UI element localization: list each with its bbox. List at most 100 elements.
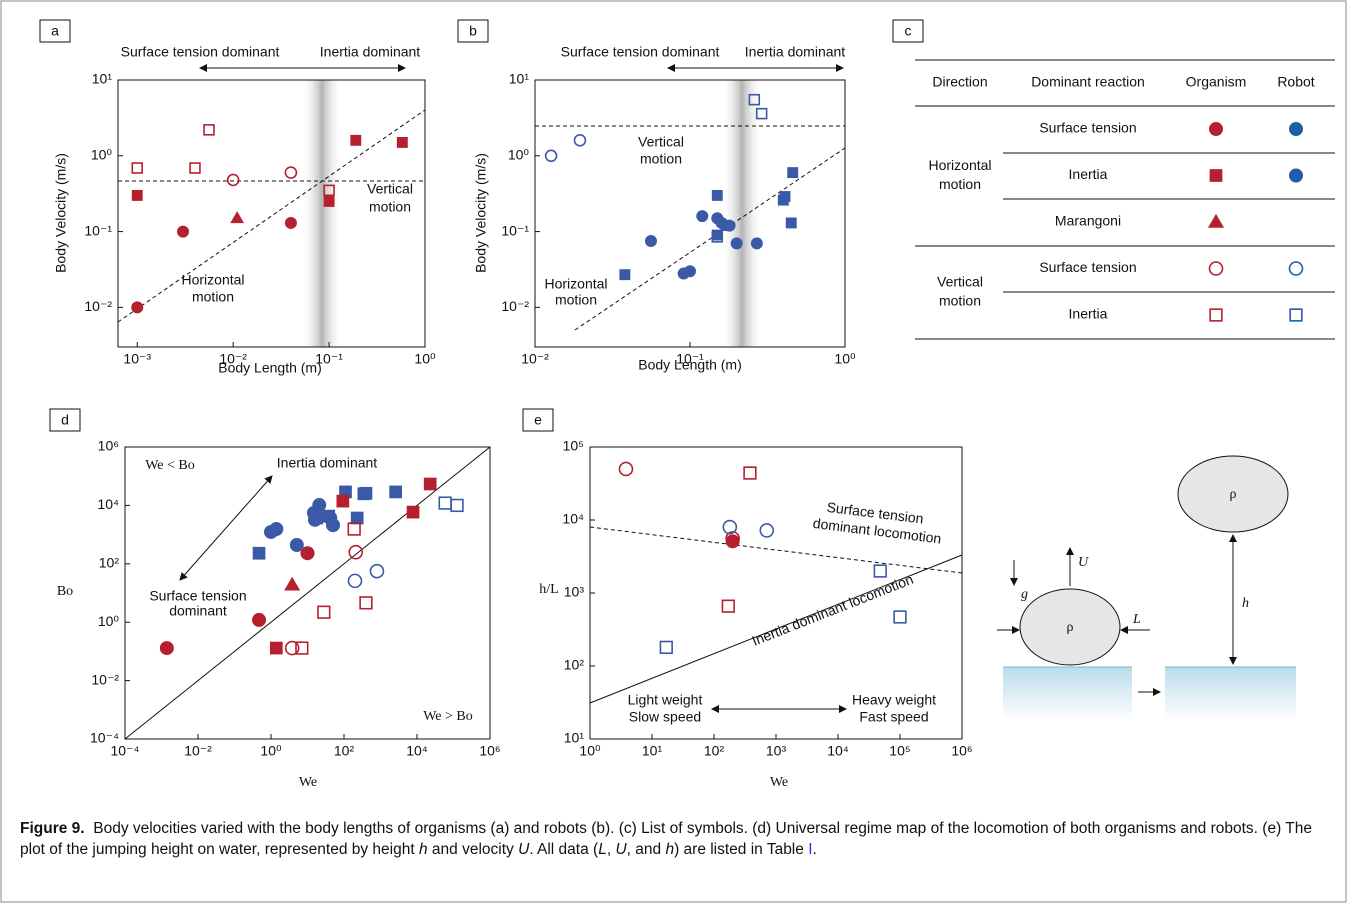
marker (252, 612, 267, 627)
caption-text: U (518, 841, 530, 858)
y-tick-label: 10³ (564, 584, 585, 600)
marker (779, 191, 791, 202)
marker (322, 509, 336, 523)
caption-text: U (615, 841, 627, 858)
annotation: Fast speed (859, 709, 928, 725)
x-tick-label: 10⁵ (889, 743, 910, 759)
annotation: motion (640, 151, 682, 167)
diagram-label: ρ (1230, 487, 1237, 502)
marker (159, 641, 174, 656)
marker (893, 610, 907, 624)
caption-text: h (418, 841, 428, 858)
marker (730, 237, 743, 250)
marker (759, 523, 775, 538)
y-tick-label: 10⁻² (84, 298, 112, 314)
x-tick-label: 10⁶ (479, 743, 500, 759)
x-tick-label: 10⁻¹ (676, 351, 704, 367)
table-cell: Surface tension (1039, 259, 1136, 275)
panel-label: e (534, 412, 542, 428)
table-symbol (1208, 261, 1224, 276)
body (1177, 455, 1289, 533)
marker (721, 599, 735, 613)
caption: Figure 9. Body velocities varied with th… (20, 818, 1325, 860)
table-header: Dominant reaction (1031, 74, 1145, 90)
panel-label-box (457, 19, 489, 43)
marker (284, 576, 301, 591)
marker (873, 564, 887, 578)
y-tick-label: 10⁴ (562, 511, 584, 527)
x-tick-label: 10⁰ (414, 351, 436, 367)
transition-band (302, 80, 342, 347)
panel-label-box (892, 19, 924, 43)
marker (644, 235, 657, 248)
annotation: Light weight (628, 692, 703, 708)
marker (177, 225, 190, 238)
marker (573, 134, 587, 147)
panel-label: c (905, 23, 912, 39)
table-header: Robot (1277, 74, 1314, 90)
y-tick-label: 10⁻² (501, 298, 529, 314)
caption-text: . All data ( (529, 841, 599, 858)
marker (423, 477, 437, 491)
caption-label: Figure 9. (20, 820, 85, 837)
water (1165, 667, 1296, 720)
y-tick-label: 10⁶ (98, 438, 119, 454)
x-tick-label: 10¹ (642, 743, 663, 759)
y-axis-label: Bo (57, 584, 73, 599)
annotation: Inertia dominant (277, 455, 378, 471)
table-header: Direction (932, 74, 987, 90)
table-symbol (1288, 261, 1304, 276)
marker (252, 546, 266, 560)
table-symbol (1289, 308, 1303, 322)
x-axis-label: We (770, 775, 788, 790)
marker (389, 485, 402, 499)
marker (544, 149, 558, 163)
y-tick-label: 10⁻¹ (84, 222, 112, 238)
marker (310, 511, 324, 525)
marker (189, 162, 201, 174)
water (1003, 667, 1132, 720)
caption-text: . (812, 841, 817, 858)
diagram-label: g (1021, 587, 1028, 602)
table-cell: Inertia (1069, 166, 1108, 182)
marker (131, 162, 143, 174)
marker (696, 210, 709, 223)
annotation: motion (369, 199, 411, 215)
marker (359, 596, 373, 610)
table-link[interactable]: I (808, 841, 813, 858)
guide-line (117, 109, 426, 323)
annotation: Inertia dominant (745, 44, 846, 60)
annotation: Heavy weight (852, 692, 936, 708)
panel-label: d (61, 412, 69, 428)
marker (722, 519, 738, 535)
table-symbol (1289, 122, 1303, 136)
table-symbol (1209, 122, 1223, 136)
annotation: dominant (169, 603, 227, 619)
y-tick-label: 10¹ (564, 730, 585, 746)
table-cell: Surface tension (1039, 120, 1136, 136)
x-tick-label: 10⁻³ (123, 351, 151, 367)
x-tick-label: 10⁻² (184, 743, 212, 759)
x-tick-label: 10² (704, 743, 725, 759)
annotation: Surface tension dominant (121, 44, 280, 60)
marker (711, 231, 724, 243)
y-tick-label: 10⁻² (91, 671, 119, 687)
caption-text: and velocity (427, 841, 519, 858)
panel-label-box (39, 19, 71, 43)
marker (226, 173, 240, 187)
y-tick-label: 10⁴ (97, 496, 119, 512)
table-cell: Inertia (1069, 306, 1108, 322)
table-cell: motion (939, 292, 981, 308)
marker (284, 216, 297, 229)
marker (284, 166, 298, 179)
x-tick-label: 10⁻⁴ (111, 743, 140, 759)
marker (350, 511, 364, 525)
guide-line (124, 446, 491, 740)
panel-label: b (469, 23, 477, 39)
x-axis-label: Body Length (m) (218, 360, 322, 376)
marker (369, 563, 385, 579)
caption-text: Body velocities varied with the body len… (20, 820, 1312, 858)
panel-label-box (49, 408, 81, 432)
